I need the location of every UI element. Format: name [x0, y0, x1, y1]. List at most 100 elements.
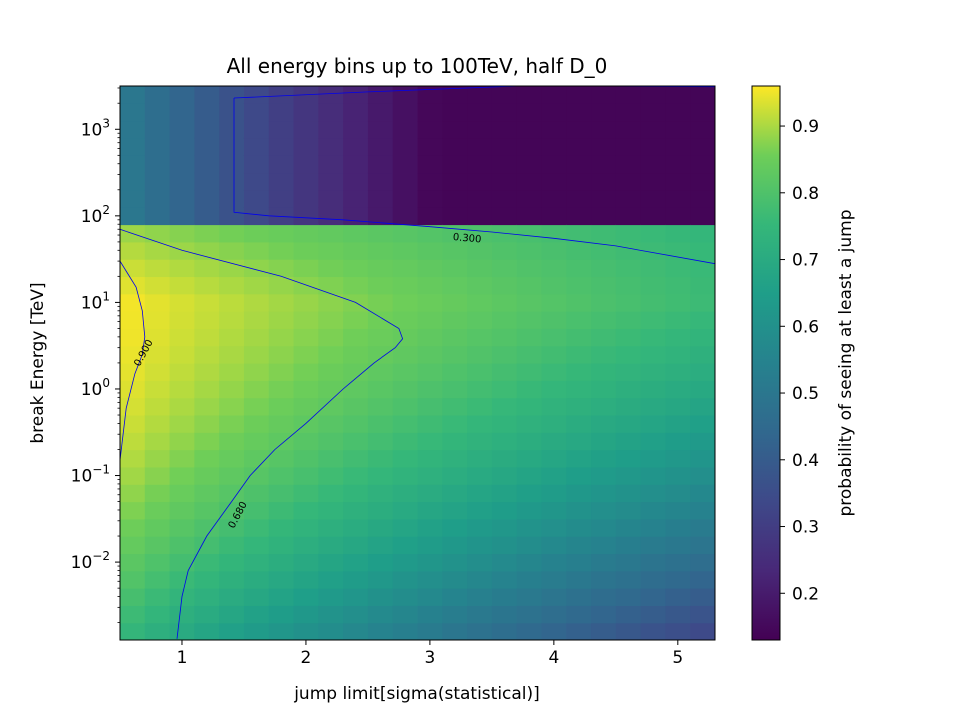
- x-tick-label: 3: [424, 648, 435, 668]
- heatmap-cell: [367, 86, 394, 104]
- heatmap-cell: [268, 484, 295, 503]
- heatmap-cell: [144, 311, 171, 329]
- heatmap-cell: [268, 224, 295, 243]
- heatmap-cell: [343, 605, 369, 624]
- heatmap-cell: [343, 241, 369, 260]
- heatmap-cell: [367, 414, 394, 433]
- heatmap-cell: [516, 224, 543, 243]
- heatmap-cell: [293, 328, 319, 347]
- heatmap-cell: [417, 311, 443, 329]
- heatmap-cell: [442, 103, 468, 122]
- heatmap-cell: [343, 207, 369, 226]
- heatmap-cell: [491, 363, 518, 381]
- heatmap-cell: [442, 484, 468, 503]
- heatmap-cell: [194, 536, 220, 555]
- x-axis-ticks: 1 2 3 4 5: [177, 640, 683, 668]
- heatmap-cell: [591, 605, 617, 624]
- heatmap-cell: [516, 380, 543, 399]
- heatmap-cell: [690, 536, 715, 555]
- heatmap-cell: [591, 518, 617, 537]
- heatmap-cell: [392, 311, 419, 329]
- heatmap-cell: [467, 259, 493, 278]
- heatmap-cell: [516, 241, 543, 260]
- heatmap-cell: [194, 207, 220, 226]
- heatmap-cell: [665, 86, 691, 104]
- heatmap-cell: [219, 466, 245, 485]
- heatmap-cell: [591, 380, 617, 399]
- heatmap-cell: [491, 553, 518, 572]
- heatmap-cell: [541, 570, 567, 589]
- heatmap-cell: [392, 622, 419, 640]
- heatmap-cell: [367, 501, 394, 520]
- heatmap-cell: [392, 449, 419, 468]
- heatmap-cell: [219, 501, 245, 520]
- heatmap-cell: [665, 518, 691, 537]
- heatmap-cell: [194, 363, 220, 381]
- heatmap-cell: [243, 345, 270, 364]
- heatmap-cell: [491, 137, 518, 156]
- heatmap-cell: [541, 484, 567, 503]
- heatmap-cell: [541, 189, 567, 208]
- heatmap-cell: [392, 466, 419, 485]
- heatmap-cell: [417, 328, 443, 347]
- heatmap-cell: [219, 570, 245, 589]
- heatmap-cell: [194, 120, 220, 139]
- heatmap-cell: [566, 466, 592, 485]
- heatmap-cell: [690, 414, 715, 433]
- heatmap-cell: [293, 120, 319, 139]
- heatmap-cell: [541, 86, 567, 104]
- heatmap-cell: [665, 449, 691, 468]
- heatmap-cell: [293, 553, 319, 572]
- heatmap-cell: [268, 120, 295, 139]
- heatmap-cell: [293, 137, 319, 156]
- heatmap-cell: [442, 311, 468, 329]
- heatmap-cell: [318, 293, 344, 312]
- heatmap-cell: [640, 103, 667, 122]
- heatmap-cell: [169, 86, 195, 104]
- x-tick-label: 5: [672, 648, 683, 668]
- heatmap-cell: [417, 518, 443, 537]
- heatmap-cell: [491, 622, 518, 640]
- heatmap-cell: [690, 293, 715, 312]
- heatmap-cell: [120, 553, 146, 572]
- heatmap-cell: [120, 363, 146, 381]
- heatmap-cell: [243, 120, 270, 139]
- heatmap-cell: [442, 293, 468, 312]
- heatmap-cell: [243, 207, 270, 226]
- heatmap-cell: [640, 189, 667, 208]
- heatmap-cell: [318, 155, 344, 174]
- heatmap-cell: [467, 553, 493, 572]
- heatmap-cell: [442, 622, 468, 640]
- heatmap-cell: [318, 207, 344, 226]
- heatmap-cell: [243, 241, 270, 260]
- heatmap-cell: [343, 328, 369, 347]
- heatmap-cell: [144, 259, 171, 278]
- heatmap-cell: [120, 120, 146, 139]
- heatmap-cell: [219, 432, 245, 451]
- heatmap-cell: [566, 259, 592, 278]
- heatmap-cell: [690, 397, 715, 416]
- heatmap-cell: [367, 588, 394, 606]
- colorbar-tick-label: 0.8: [792, 184, 819, 204]
- heatmap-cell: [566, 189, 592, 208]
- heatmap-cell: [615, 345, 642, 364]
- heatmap-cell: [194, 380, 220, 399]
- heatmap-cell: [615, 588, 642, 606]
- heatmap-cell: [268, 345, 295, 364]
- y-tick-label: 101: [81, 289, 110, 313]
- heatmap-cell: [417, 449, 443, 468]
- heatmap-cell: [194, 588, 220, 606]
- heatmap-cell: [690, 207, 715, 226]
- heatmap-cell: [615, 397, 642, 416]
- heatmap-cell: [640, 466, 667, 485]
- heatmap-cell: [491, 501, 518, 520]
- heatmap-cell: [243, 137, 270, 156]
- heatmap-cell: [417, 120, 443, 139]
- heatmap-cell: [640, 536, 667, 555]
- heatmap-cell: [169, 311, 195, 329]
- heatmap-cell: [367, 570, 394, 589]
- heatmap-cell: [367, 380, 394, 399]
- heatmap-cell: [417, 155, 443, 174]
- heatmap-cell: [566, 207, 592, 226]
- heatmap-cell: [665, 103, 691, 122]
